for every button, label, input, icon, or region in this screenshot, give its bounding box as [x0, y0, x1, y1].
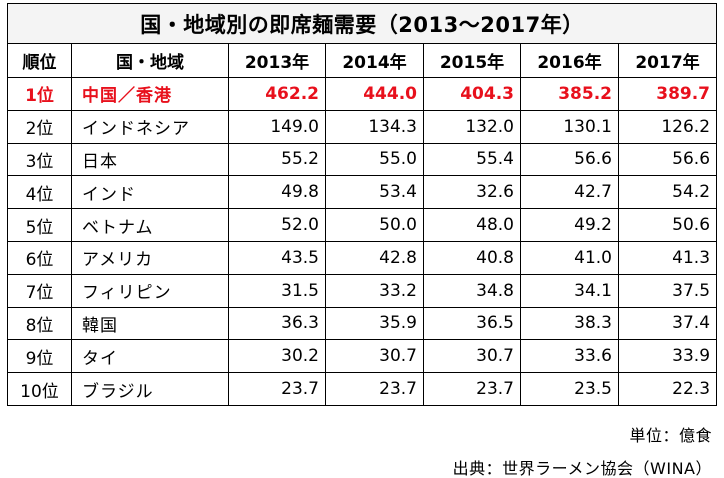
table-row: 7位 フィリピン 31.5 33.2 34.8 34.1 37.5 [7, 273, 718, 308]
table-row: 10位 ブラジル 23.7 23.7 23.7 23.5 22.3 [7, 372, 718, 406]
rank-cell: 5位 [7, 208, 72, 242]
table-row: 3位 日本 55.2 55.0 55.4 56.6 56.6 [7, 142, 718, 177]
rank-cell: 8位 [7, 306, 72, 341]
value-cell: 35.9 [325, 306, 424, 341]
value-cell: 30.7 [325, 339, 424, 374]
rank-cell: 10位 [7, 372, 72, 406]
value-cell: 41.0 [520, 240, 619, 275]
rank-cell: 6位 [7, 240, 72, 275]
table-body: 1位 中国／香港 462.2 444.0 404.3 385.2 389.7 2位 インドネシア… [7, 77, 718, 406]
value-cell: 30.7 [423, 339, 521, 374]
value-cell: 33.9 [617, 339, 718, 374]
value-cell: 38.3 [520, 306, 619, 341]
value-cell: 42.7 [520, 175, 619, 210]
value-cell: 49.8 [228, 175, 326, 210]
value-cell: 23.5 [520, 372, 619, 406]
value-cell: 23.7 [423, 372, 521, 406]
value-cell: 126.2 [617, 109, 718, 144]
value-cell: 462.2 [228, 77, 326, 111]
value-cell: 404.3 [423, 77, 521, 111]
country-cell: 日本 [71, 142, 229, 177]
table-row: 8位 韓国 36.3 35.9 36.5 38.3 37.4 [7, 306, 718, 341]
value-cell: 36.3 [228, 306, 326, 341]
country-cell: インドネシア [71, 109, 229, 144]
value-cell: 53.4 [325, 175, 424, 210]
value-cell: 55.4 [423, 142, 521, 177]
value-cell: 49.2 [520, 208, 619, 242]
value-cell: 54.2 [617, 175, 718, 210]
header-2014: 2014年 [325, 43, 424, 78]
table-title: 国・地域別の即席麺需要（2013〜2017年） [6, 3, 718, 44]
value-cell: 40.8 [423, 240, 521, 275]
value-cell: 132.0 [423, 109, 521, 144]
country-cell: 韓国 [71, 306, 229, 341]
value-cell: 30.2 [228, 339, 326, 374]
header-row: 順位 国・地域 2013年 2014年 2015年 2016年 2017年 [7, 43, 718, 78]
value-cell: 48.0 [423, 208, 521, 242]
value-cell: 134.3 [325, 109, 424, 144]
value-cell: 33.2 [325, 273, 424, 308]
value-cell: 56.6 [520, 142, 619, 177]
value-cell: 37.5 [617, 273, 718, 308]
value-cell: 130.1 [520, 109, 619, 144]
country-cell: アメリカ [71, 240, 229, 275]
country-cell: ブラジル [71, 372, 229, 406]
value-cell: 41.3 [617, 240, 718, 275]
value-cell: 55.0 [325, 142, 424, 177]
value-cell: 55.2 [228, 142, 326, 177]
value-cell: 43.5 [228, 240, 326, 275]
rank-cell: 3位 [7, 142, 72, 177]
rank-cell: 9位 [7, 339, 72, 374]
value-cell: 22.3 [617, 372, 718, 406]
unit-note: 単位：億食 [629, 426, 712, 445]
value-cell: 444.0 [325, 77, 424, 111]
value-cell: 52.0 [228, 208, 326, 242]
value-cell: 50.0 [325, 208, 424, 242]
value-cell: 36.5 [423, 306, 521, 341]
value-cell: 56.6 [617, 142, 718, 177]
header-rank: 順位 [7, 43, 72, 78]
value-cell: 31.5 [228, 273, 326, 308]
value-cell: 32.6 [423, 175, 521, 210]
header-2016: 2016年 [520, 43, 619, 78]
value-cell: 23.7 [325, 372, 424, 406]
country-cell: ベトナム [71, 208, 229, 242]
rank-cell: 1位 [7, 77, 72, 111]
value-cell: 37.4 [617, 306, 718, 341]
header-2015: 2015年 [423, 43, 521, 78]
value-cell: 33.6 [520, 339, 619, 374]
instant-noodle-demand-table: 国・地域別の即席麺需要（2013〜2017年） 順位 国・地域 2013年 20… [6, 3, 718, 406]
table-row: 9位 タイ 30.2 30.7 30.7 33.6 33.9 [7, 339, 718, 374]
rank-cell: 4位 [7, 175, 72, 210]
value-cell: 23.7 [228, 372, 326, 406]
table-row: 1位 中国／香港 462.2 444.0 404.3 385.2 389.7 [7, 77, 718, 111]
value-cell: 50.6 [617, 208, 718, 242]
table-row: 5位 ベトナム 52.0 50.0 48.0 49.2 50.6 [7, 208, 718, 242]
country-cell: 中国／香港 [71, 77, 229, 111]
value-cell: 42.8 [325, 240, 424, 275]
value-cell: 34.1 [520, 273, 619, 308]
header-2017: 2017年 [617, 43, 718, 78]
table-row: 2位 インドネシア 149.0 134.3 132.0 130.1 126.2 [7, 109, 718, 144]
demand-table-container: 国・地域別の即席麺需要（2013〜2017年） 順位 国・地域 2013年 20… [6, 3, 718, 406]
header-country: 国・地域 [71, 43, 229, 78]
rank-cell: 7位 [7, 273, 72, 308]
country-cell: フィリピン [71, 273, 229, 308]
country-cell: タイ [71, 339, 229, 374]
country-cell: インド [71, 175, 229, 210]
value-cell: 34.8 [423, 273, 521, 308]
table-row: 6位 アメリカ 43.5 42.8 40.8 41.0 41.3 [7, 240, 718, 275]
value-cell: 389.7 [617, 77, 718, 111]
header-2013: 2013年 [228, 43, 326, 78]
rank-cell: 2位 [7, 109, 72, 144]
value-cell: 149.0 [228, 109, 326, 144]
source-note: 出典：世界ラーメン協会（WINA） [452, 459, 712, 478]
table-row: 4位 インド 49.8 53.4 32.6 42.7 54.2 [7, 175, 718, 210]
value-cell: 385.2 [520, 77, 619, 111]
